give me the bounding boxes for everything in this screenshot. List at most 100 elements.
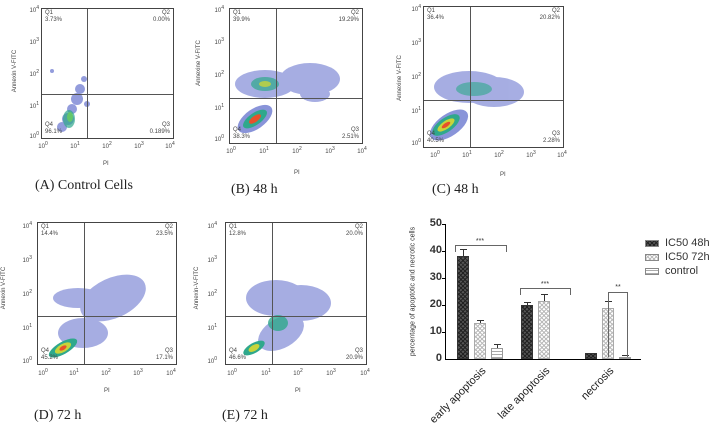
- x-tick: 101: [69, 368, 79, 377]
- x-axis-line-ext: [605, 359, 641, 360]
- q1-label: Q1 3.73%: [45, 10, 63, 23]
- y-tick: 101: [214, 103, 224, 112]
- q3-label: Q3 2.28%: [542, 131, 560, 144]
- y-tick: 103: [29, 37, 39, 46]
- gate-horizontal[interactable]: [226, 316, 366, 317]
- x-tick: 102: [101, 368, 111, 377]
- q1-label: Q1 39.9%: [233, 10, 251, 23]
- y-axis-label: Annexine V-FITC: [196, 40, 202, 86]
- x-tick: 102: [293, 368, 303, 377]
- scatter-dots: [48, 274, 146, 358]
- panel-caption: (E) 72 h: [222, 408, 268, 423]
- bar-necrosis-48h[interactable]: [585, 353, 597, 359]
- error-bar: [480, 320, 481, 323]
- tick-mark: [442, 305, 445, 306]
- x-axis-label: PI: [500, 172, 506, 178]
- x-tick: 101: [259, 146, 269, 155]
- error-cap: [524, 302, 531, 303]
- gate-vertical[interactable]: [470, 7, 471, 147]
- x-tick: 101: [261, 368, 271, 377]
- gate-horizontal[interactable]: [230, 98, 362, 99]
- y-tick: 103: [22, 255, 32, 264]
- x-tick: 101: [70, 141, 80, 150]
- bar-early-72h[interactable]: [474, 323, 486, 359]
- error-cap: [460, 249, 467, 250]
- flow-panel-e: Annexin-V-FITC 104 103 102 101 100 Q1 12.…: [180, 210, 380, 432]
- error-bar: [544, 294, 545, 301]
- panel-caption: (C) 48 h: [432, 182, 479, 197]
- y-tick: 102: [214, 70, 224, 79]
- x-tick: 104: [557, 150, 567, 159]
- x-tick: 102: [494, 150, 504, 159]
- bar-late-48h[interactable]: [521, 305, 533, 359]
- q4-label: Q4 45.2%: [41, 348, 59, 361]
- gate-horizontal[interactable]: [424, 100, 563, 101]
- x-tick: 102: [292, 146, 302, 155]
- scatter-dots: [429, 71, 524, 141]
- x-tick: 104: [166, 368, 176, 377]
- legend-item-control[interactable]: control: [645, 265, 698, 277]
- y-tick: 40: [429, 244, 442, 256]
- error-bar: [463, 249, 464, 256]
- error-bar: [497, 344, 498, 348]
- q4-label: Q4 46.6%: [229, 348, 247, 361]
- y-tick: 101: [411, 106, 421, 115]
- scatter-frame: Q1 36.4% Q2 20.82% Q4 40.5% Q3 2.28%: [423, 6, 564, 148]
- y-axis-line: [445, 224, 446, 360]
- y-tick: 102: [411, 72, 421, 81]
- scatter-frame: Q1 3.73% Q2 0.00% Q4 96.1% Q3 0.189%: [41, 8, 174, 139]
- y-tick: 102: [207, 289, 217, 298]
- x-tick: 100: [227, 368, 237, 377]
- category-label: late apoptosis: [495, 365, 553, 422]
- flow-panel-d: Annexin V-FITC 104 103 102 101 100 Q1 14.…: [0, 210, 180, 432]
- x-tick: 100: [38, 368, 48, 377]
- panel-caption: (D) 72 h: [34, 408, 82, 423]
- y-tick: 103: [214, 37, 224, 46]
- legend-item-ic50-48h[interactable]: IC50 48h: [645, 237, 710, 249]
- q4-label: Q4 40.5%: [427, 131, 445, 144]
- bar-early-control[interactable]: [491, 348, 503, 359]
- x-tick: 103: [526, 150, 536, 159]
- gate-vertical[interactable]: [87, 9, 88, 138]
- y-axis-label: Annexin V-FITC: [1, 266, 7, 310]
- y-tick: 104: [22, 221, 32, 230]
- bar-early-48h[interactable]: [457, 256, 469, 359]
- scatter-dots: [235, 63, 340, 134]
- y-tick: 104: [207, 221, 217, 230]
- significance-bracket: [455, 245, 507, 252]
- y-tick: 100: [29, 131, 39, 140]
- gate-horizontal[interactable]: [42, 94, 173, 95]
- q4-label: Q4 96.1%: [45, 122, 63, 135]
- scatter-dots: [243, 280, 331, 356]
- q1-label: Q1 12.8%: [229, 224, 247, 237]
- q3-label: Q3 17.1%: [155, 348, 173, 361]
- gate-horizontal[interactable]: [38, 316, 176, 317]
- bar-chart-y-axis-label: percentage of apoptotic and necrotic cel…: [409, 226, 417, 357]
- x-tick: 103: [326, 368, 336, 377]
- y-tick: 0: [435, 352, 442, 364]
- q1-label: Q1 36.4%: [427, 8, 445, 21]
- flow-panel-c: Annexine V-FITC 104 103 102 101 100 Q1 36…: [370, 0, 570, 200]
- significance-bracket: [608, 292, 628, 357]
- q2-label: Q2 19.29%: [338, 10, 359, 23]
- y-tick: 104: [411, 4, 421, 13]
- q3-label: Q3 20.9%: [345, 348, 363, 361]
- scatter-frame: Q1 12.8% Q2 20.0% Q4 46.6% Q3 20.9%: [225, 222, 367, 365]
- q2-label: Q2 20.82%: [539, 8, 560, 21]
- x-tick: 103: [325, 146, 335, 155]
- x-axis-label: PI: [103, 161, 109, 167]
- bar-necrosis-control[interactable]: [619, 357, 631, 359]
- tick-mark: [442, 224, 445, 225]
- panel-caption: (A) Control Cells: [35, 178, 133, 193]
- error-cap: [622, 355, 629, 356]
- gate-vertical[interactable]: [84, 223, 85, 364]
- y-tick: 101: [29, 101, 39, 110]
- bar-late-72h[interactable]: [538, 301, 550, 359]
- significance-bracket: [520, 288, 571, 295]
- x-tick: 104: [357, 146, 367, 155]
- y-tick: 104: [29, 5, 39, 14]
- gate-vertical[interactable]: [276, 9, 277, 143]
- gate-vertical[interactable]: [272, 223, 273, 364]
- y-tick: 101: [22, 323, 32, 332]
- legend-item-ic50-72h[interactable]: IC50 72h: [645, 251, 710, 263]
